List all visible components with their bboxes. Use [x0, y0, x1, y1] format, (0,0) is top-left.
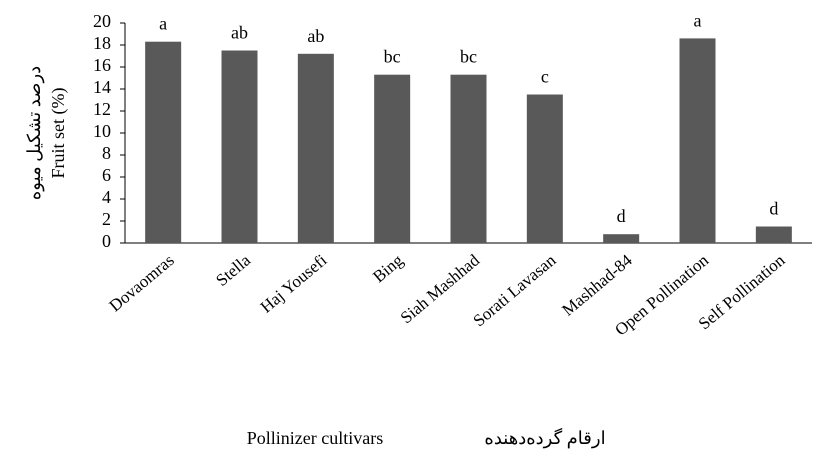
bar [755, 226, 792, 243]
x-axis-label-fa: ارقام گرده‌دهنده [484, 427, 605, 449]
y-tick-label: 16 [93, 55, 111, 75]
x-tick-label: Dovaomras [105, 251, 177, 316]
significance-letter: d [617, 206, 626, 226]
x-axis-label: Pollinizer cultivars [247, 428, 383, 448]
significance-letter: ab [231, 23, 248, 43]
significance-letter: ab [307, 26, 324, 46]
y-tick-label: 8 [102, 143, 111, 163]
x-tick-label: Bing [369, 250, 407, 286]
bar [297, 53, 334, 243]
bar [450, 74, 487, 243]
significance-letter: d [769, 199, 778, 219]
x-tick-label: Sorati Lavasan [469, 250, 559, 330]
bar [374, 74, 411, 243]
significance-letter: a [694, 10, 702, 30]
y-tick-label: 2 [102, 209, 111, 229]
x-tick-label: Stella [212, 250, 254, 290]
y-tick-label: 4 [102, 187, 111, 207]
y-tick-label: 14 [93, 77, 111, 97]
y-tick-label: 0 [102, 231, 111, 251]
bar [526, 94, 563, 243]
y-tick-label: 18 [93, 33, 111, 53]
x-tick-label: Haj Yousefi [257, 250, 331, 316]
significance-letter: a [159, 14, 167, 34]
significance-letter: bc [384, 47, 401, 67]
bar [603, 234, 640, 243]
significance-letter: bc [460, 47, 477, 67]
y-tick-label: 20 [93, 11, 111, 31]
bar [221, 50, 258, 243]
y-axis-label: Fruit set (%) [48, 88, 69, 179]
y-tick-label: 12 [93, 99, 111, 119]
y-axis-label-fa: درصد تشکیل میوه [24, 66, 45, 200]
bar [145, 41, 182, 244]
x-tick-label: Mashhad-84 [558, 250, 636, 320]
y-tick-label: 10 [93, 121, 111, 141]
bar [679, 38, 716, 244]
significance-letter: c [541, 67, 549, 87]
y-tick-label: 6 [102, 165, 111, 185]
